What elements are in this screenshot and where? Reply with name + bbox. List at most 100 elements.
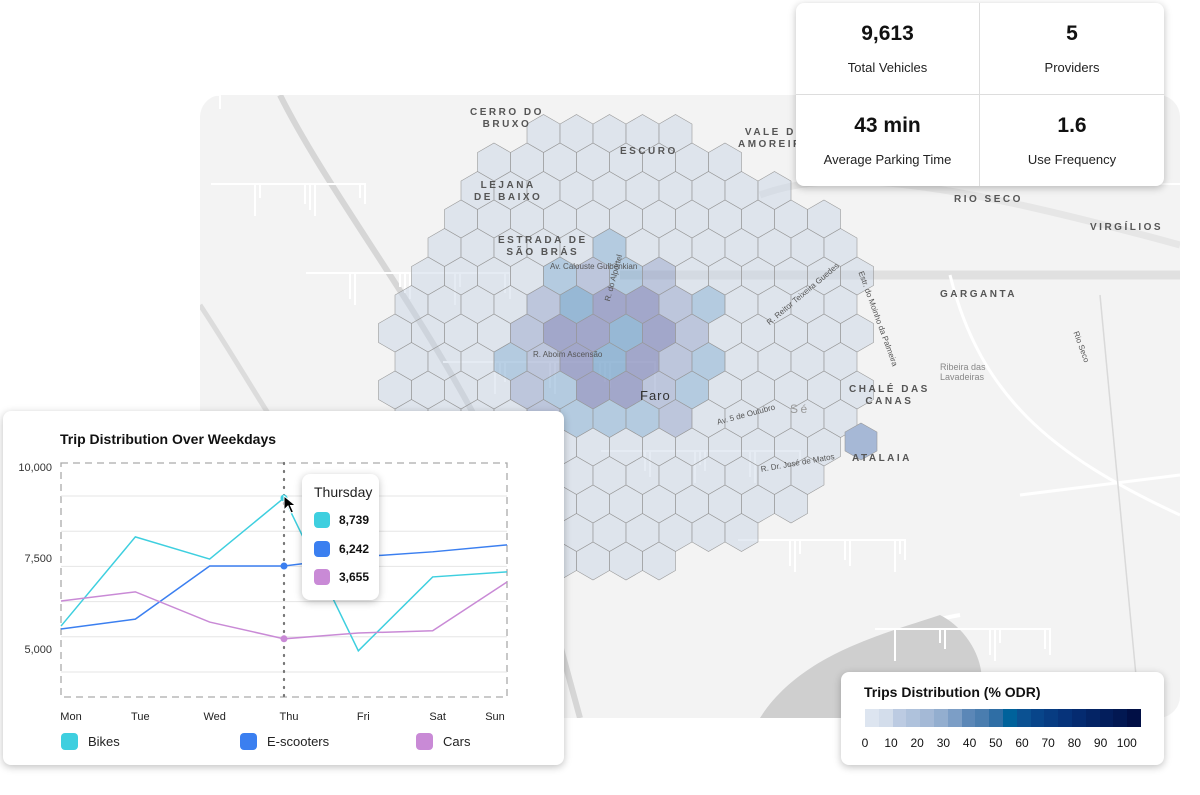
legend-bikes[interactable]: Bikes xyxy=(61,733,120,750)
map-street-label: Av. Calouste Gulbenkian xyxy=(550,262,638,271)
map-place-label: ESTRADA DE SÃO BRÁS xyxy=(498,235,588,258)
y-tick-label: 7,500 xyxy=(24,553,52,565)
map-street xyxy=(706,450,751,477)
stat-total-vehicles: 9,613 Total Vehicles xyxy=(796,3,980,95)
legend-label: Bikes xyxy=(88,734,120,749)
map-street xyxy=(253,183,306,204)
map-place-label: VALE DA AMOREIRA xyxy=(738,127,813,150)
map-hex-cell[interactable] xyxy=(844,422,878,461)
tooltip-value-cars: 3,655 xyxy=(339,570,370,584)
odr-tick: 100 xyxy=(1116,736,1137,750)
stats-panel: 9,613 Total Vehicles 5 Providers 43 min Ave… xyxy=(796,3,1164,186)
line-chart[interactable]: 10,000 7,500 5,000 Mon Tue Wed Thu Fri Sat Sun xyxy=(0,440,560,770)
y-tick-label: 10,000 xyxy=(18,462,52,474)
map-place-label: VIRGÍLIOS xyxy=(1090,222,1164,233)
tooltip-value-bikes: 8,739 xyxy=(339,513,370,527)
legend-label: E-scooters xyxy=(267,734,330,749)
legend-swatch xyxy=(416,733,433,750)
odr-color-step xyxy=(933,709,948,727)
stat-use-frequency: 1.6 Use Frequency xyxy=(980,95,1164,187)
odr-color-step xyxy=(1099,709,1114,727)
odr-color-step xyxy=(878,709,893,727)
odr-tick: 60 xyxy=(1015,736,1029,750)
tooltip-swatch-bikes xyxy=(314,512,330,528)
map-street xyxy=(453,272,506,293)
map-street xyxy=(348,272,401,287)
map-hex-cell[interactable] xyxy=(724,513,759,552)
map-street xyxy=(601,450,646,471)
x-tick-label: Thu xyxy=(280,711,299,723)
odr-color-step xyxy=(1127,709,1141,727)
odr-color-step xyxy=(1071,709,1086,727)
map-place-label: GARGANTA xyxy=(940,289,1018,300)
map-street xyxy=(643,450,696,483)
tooltip: Thursday 8,739 6,242 3,655 xyxy=(302,474,379,600)
map-street xyxy=(1001,628,1046,649)
odr-legend: Trips Distribution (% ODR) 0 10 20 30 40 50 60… xyxy=(841,672,1164,765)
map-hex-cell[interactable] xyxy=(774,484,808,524)
stat-parking-time: 43 min Average Parking Time xyxy=(796,94,980,186)
x-tick-label: Tue xyxy=(131,711,150,723)
odr-color-step xyxy=(920,709,934,727)
mouse-cursor-icon xyxy=(283,495,297,514)
map-hex-cell[interactable] xyxy=(642,541,676,581)
stat-value: 43 min xyxy=(854,113,921,137)
x-tick-label: Sun xyxy=(485,711,505,723)
stat-label: Total Vehicles xyxy=(847,59,928,75)
stat-value: 9,613 xyxy=(861,21,914,45)
odr-tick: 90 xyxy=(1093,736,1108,750)
odr-color-step xyxy=(1085,709,1100,727)
chart-title: Trip Distribution Over Weekdays xyxy=(60,431,277,447)
stat-label: Providers xyxy=(1044,59,1100,75)
tooltip-swatch-cars xyxy=(314,569,330,585)
map-road xyxy=(1019,473,1180,497)
map-road xyxy=(948,274,1180,517)
map-street xyxy=(411,272,456,305)
map-place-label: ESCURO xyxy=(620,146,678,157)
map-street xyxy=(938,628,991,655)
map-canvas[interactable] xyxy=(200,95,1180,718)
map-street xyxy=(843,539,896,572)
odr-tick: 50 xyxy=(989,736,1003,750)
map-street xyxy=(211,183,256,216)
odr-color-step xyxy=(989,709,1003,727)
map-street xyxy=(896,628,941,643)
map-street xyxy=(738,539,791,566)
legend-cars[interactable]: Cars xyxy=(416,733,470,750)
map-street xyxy=(1170,183,1180,185)
odr-color-step xyxy=(892,709,907,727)
legend-swatch xyxy=(240,733,257,750)
map-road xyxy=(1099,294,1141,718)
odr-color-step xyxy=(1016,709,1031,727)
map-place-label: CHALÉ DAS CANAS xyxy=(849,384,930,407)
odr-color-step xyxy=(906,709,921,727)
legend-escooters[interactable]: E-scooters xyxy=(240,733,329,750)
stat-label: Use Frequency xyxy=(1027,151,1117,167)
odr-tick: 80 xyxy=(1067,736,1082,750)
data-point-cars[interactable] xyxy=(280,635,288,643)
odr-color-step xyxy=(1044,709,1059,727)
odr-color-scale xyxy=(865,709,1141,727)
map-street xyxy=(748,450,801,465)
odr-tick: 10 xyxy=(884,736,898,750)
map-place-label: RIO SECO xyxy=(954,194,1023,205)
stat-providers: 5 Providers xyxy=(980,3,1164,95)
odr-tick: 70 xyxy=(1041,736,1055,750)
map-street xyxy=(801,539,846,560)
odr-color-step xyxy=(1113,709,1128,727)
map-road xyxy=(758,177,1180,249)
odr-tick: 20 xyxy=(910,736,924,750)
stat-value: 5 xyxy=(1066,21,1078,45)
x-tick-label: Sat xyxy=(429,711,446,723)
map-street xyxy=(316,183,361,198)
map-place-label: ATALAIA xyxy=(852,453,912,464)
odr-color-step xyxy=(1058,709,1072,727)
odr-tick: 0 xyxy=(861,736,869,750)
map-street xyxy=(1149,183,1180,185)
data-point-e-scooters[interactable] xyxy=(280,562,288,570)
map-street xyxy=(306,272,351,299)
odr-tick: 40 xyxy=(962,736,977,750)
x-tick-label: Wed xyxy=(203,711,225,723)
odr-legend-title: Trips Distribution (% ODR) xyxy=(864,684,1041,700)
odr-color-step xyxy=(1030,709,1045,727)
